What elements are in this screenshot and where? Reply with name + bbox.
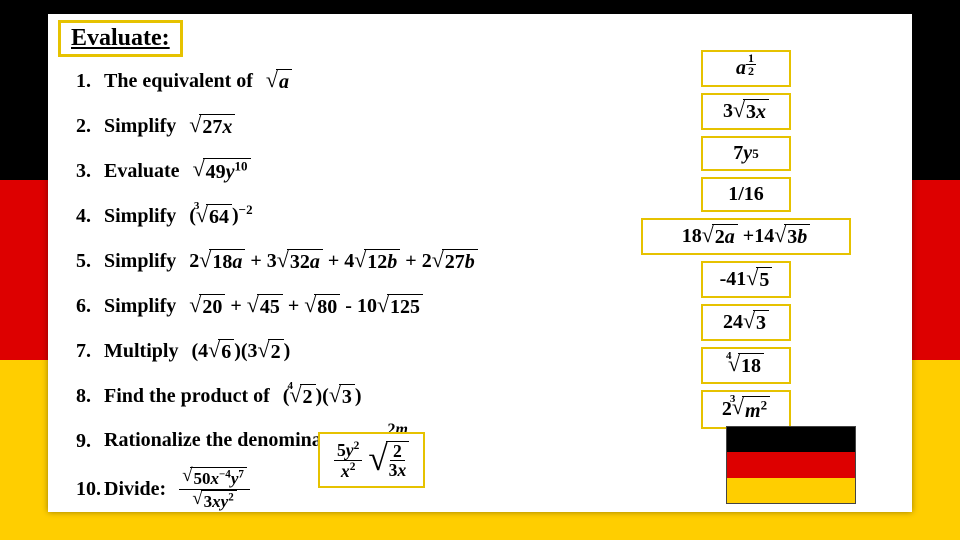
problem-lead: Simplify: [104, 296, 176, 317]
problem-6: 6. Simplify √20 + √45 + √80 - 10√125: [76, 287, 636, 325]
answer-8: 4√18: [701, 347, 791, 384]
problem-lead: Divide:: [104, 479, 166, 500]
answer-1: a12: [701, 50, 791, 87]
flag-stripe-gold: [727, 478, 855, 503]
answer-7: 24√3: [701, 304, 791, 341]
sqrt-49y10: √49y10: [193, 158, 251, 185]
sqrt-a: √a: [266, 69, 292, 94]
problem-number: 10.: [76, 479, 104, 500]
problem-2: 2. Simplify √27x: [76, 107, 636, 145]
problem-number: 5.: [76, 251, 104, 272]
cbrt64-neg2: (3√64)−2: [189, 203, 252, 229]
problem-7: 7. Multiply (4√6)(3√2): [76, 332, 636, 370]
answer-9: 23√m2: [701, 390, 791, 429]
answer-4: 1/16: [701, 177, 791, 212]
problem-number: 7.: [76, 341, 104, 362]
problem-lead: Simplify: [104, 206, 176, 227]
problem-3: 3. Evaluate √49y10: [76, 152, 636, 190]
content-card: Evaluate: 1. The equivalent of √a 2. Sim…: [48, 14, 912, 512]
problem-8: 8. Find the product of (4√2)(√3): [76, 377, 636, 415]
answers-column: a12 3√3x 7y5 1/16 18√2a +14√3b -41√5 24√…: [616, 50, 876, 429]
problem-4: 4. Simplify (3√64)−2: [76, 197, 636, 235]
german-flag-icon: [726, 426, 856, 504]
answer-3: 7y5: [701, 136, 791, 171]
problem-number: 8.: [76, 386, 104, 407]
flag-stripe-black: [727, 427, 855, 452]
problem-number: 3.: [76, 161, 104, 182]
problem-lead: The equivalent of: [104, 71, 253, 92]
problem-lead: Simplify: [104, 116, 176, 137]
answer-2: 3√3x: [701, 93, 791, 130]
problem-number: 4.: [76, 206, 104, 227]
problem-1: 1. The equivalent of √a: [76, 62, 636, 100]
q10-expr: √50x−4y7 √3xy2: [179, 467, 250, 512]
answer-5: 18√2a +14√3b: [641, 218, 851, 255]
problem-number: 6.: [76, 296, 104, 317]
sqrt-27x: √27x: [189, 114, 235, 139]
problem-5: 5. Simplify 2√18a + 3√32a + 4√12b + 2√27…: [76, 242, 636, 280]
problem-lead: Find the product of: [104, 386, 270, 407]
header-title: Evaluate:: [58, 20, 183, 57]
problem-lead: Multiply: [104, 341, 178, 362]
answer-6: -41√5: [701, 261, 791, 298]
q8-expr: (4√2)(√3): [283, 384, 362, 409]
problem-lead: Evaluate: [104, 161, 180, 182]
answer-10: 5y2 x2 √ 2 3x: [318, 432, 425, 488]
q7-expr: (4√6)(3√2): [191, 339, 290, 364]
flag-stripe-red: [727, 452, 855, 477]
q5-expr: 2√18a + 3√32a + 4√12b + 2√27b: [189, 249, 478, 274]
problem-number: 9.: [76, 431, 104, 452]
q6-expr: √20 + √45 + √80 - 10√125: [189, 294, 423, 319]
problem-number: 2.: [76, 116, 104, 137]
problem-number: 1.: [76, 71, 104, 92]
problem-lead: Simplify: [104, 251, 176, 272]
